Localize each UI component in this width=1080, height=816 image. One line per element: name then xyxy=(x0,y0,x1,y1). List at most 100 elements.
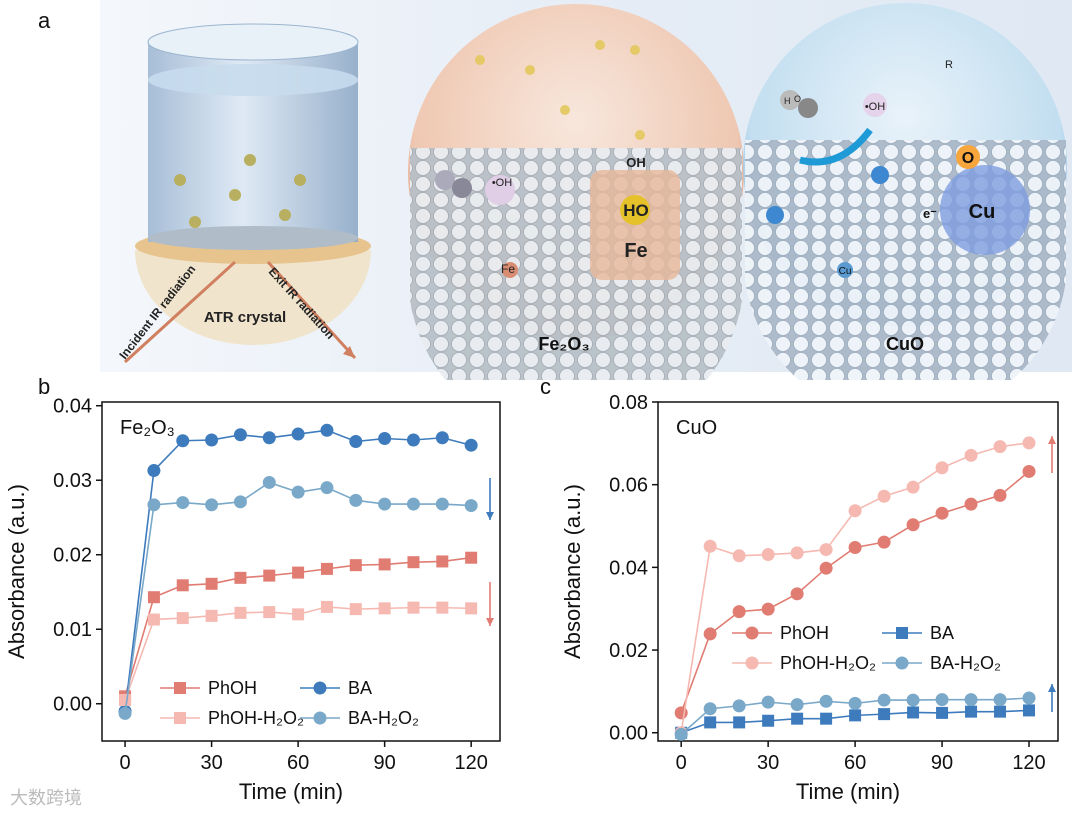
data-point xyxy=(262,475,276,489)
data-point xyxy=(965,705,978,718)
data-point xyxy=(993,440,1007,454)
data-point xyxy=(848,696,862,710)
trend-arrow-head xyxy=(486,512,494,520)
data-point xyxy=(291,427,305,441)
data-point xyxy=(994,705,1007,718)
data-point xyxy=(935,693,949,707)
data-point xyxy=(407,556,420,569)
data-point xyxy=(993,693,1007,707)
cu-small-label: Cu xyxy=(839,266,852,277)
data-point xyxy=(790,698,804,712)
data-point xyxy=(906,518,920,532)
cuo-label: CuO xyxy=(886,334,924,354)
data-point xyxy=(205,433,219,447)
water-o-label: O xyxy=(794,94,801,104)
panel-label-c: c xyxy=(540,374,551,399)
x-tick-label: 120 xyxy=(454,752,487,774)
data-point xyxy=(262,431,276,445)
data-point xyxy=(234,571,247,584)
data-point xyxy=(964,448,978,462)
fe2o3-label: Fe₂O₃ xyxy=(538,334,589,354)
data-point xyxy=(233,495,247,509)
legend-marker xyxy=(313,711,327,725)
fe-atom-label: Fe xyxy=(624,240,647,262)
data-point xyxy=(406,497,420,511)
y-tick-label: 0.02 xyxy=(53,545,92,567)
data-point xyxy=(762,714,775,727)
legend-marker xyxy=(745,626,759,640)
data-point xyxy=(205,577,218,590)
y-tick-label: 0.04 xyxy=(53,396,92,418)
data-point xyxy=(1022,436,1036,450)
oh-radical-cuo-label: •OH xyxy=(865,101,885,113)
legend-marker xyxy=(895,656,909,670)
trend-arrow-head xyxy=(1048,684,1056,692)
data-point xyxy=(406,433,420,447)
legend-entry: PhOH-H₂O₂ xyxy=(780,653,876,673)
data-point xyxy=(292,566,305,579)
legend-marker xyxy=(174,682,186,694)
data-point xyxy=(147,464,161,478)
data-point xyxy=(119,694,132,707)
y-tick-label: 0.04 xyxy=(609,557,648,579)
data-point xyxy=(761,548,775,562)
data-point xyxy=(292,608,305,621)
data-point xyxy=(878,708,891,721)
data-point xyxy=(176,612,189,625)
legend-marker xyxy=(313,681,327,695)
schematic-illustration: ATR crystal Incident IR radiation Exit I… xyxy=(100,0,1072,380)
oh-label: OH xyxy=(626,155,646,170)
ho-label: HO xyxy=(623,201,649,220)
data-point xyxy=(761,695,775,709)
legend-marker xyxy=(174,712,186,724)
y-tick-label: 0.00 xyxy=(609,723,648,745)
data-point xyxy=(320,562,333,575)
data-point xyxy=(349,493,363,507)
oh-radical-label: •OH xyxy=(492,177,512,189)
data-point xyxy=(349,603,362,616)
data-point xyxy=(147,613,160,626)
legend-entry: PhOH xyxy=(208,678,257,698)
data-point xyxy=(465,551,478,564)
data-point xyxy=(819,561,833,575)
data-point xyxy=(378,558,391,571)
data-point xyxy=(906,693,920,707)
data-point xyxy=(907,706,920,719)
data-point xyxy=(674,727,688,741)
data-point xyxy=(877,693,891,707)
x-tick-label: 30 xyxy=(757,752,779,774)
data-point xyxy=(819,543,833,557)
data-point xyxy=(761,602,775,616)
data-point xyxy=(147,498,161,512)
data-point xyxy=(291,485,305,499)
x-tick-label: 0 xyxy=(120,752,131,774)
data-point xyxy=(790,587,804,601)
series-line-3 xyxy=(124,481,472,714)
data-point xyxy=(205,498,219,512)
data-point xyxy=(118,706,132,720)
chart-cuo: 0 30 60 90 120 0.00 0.02 0.04 0.06 0.08 Time (min)… xyxy=(560,392,1059,804)
electron-label: e⁻ xyxy=(923,206,937,221)
data-point xyxy=(233,428,247,442)
cu-atom-label: Cu xyxy=(969,201,996,223)
data-point xyxy=(703,627,717,641)
data-point xyxy=(320,600,333,613)
y-tick-label: 0.01 xyxy=(53,619,92,641)
x-tick-label: 30 xyxy=(200,752,222,774)
data-point xyxy=(234,606,247,619)
data-point xyxy=(819,694,833,708)
data-point xyxy=(176,579,189,592)
data-point xyxy=(964,693,978,707)
atr-crystal-label: ATR crystal xyxy=(204,309,286,326)
data-point xyxy=(849,709,862,722)
x-axis-title: Time (min) xyxy=(796,779,900,804)
data-point xyxy=(703,702,717,716)
chart-fe2o3: 0 30 60 90 120 0.00 0.01 0.02 0.03 0.04 Time (min)… xyxy=(4,396,501,804)
data-point xyxy=(320,481,334,495)
data-point xyxy=(464,438,478,452)
data-point xyxy=(935,506,949,520)
x-tick-label: 0 xyxy=(676,752,687,774)
y-tick-label: 0.02 xyxy=(609,640,648,662)
data-point xyxy=(263,569,276,582)
